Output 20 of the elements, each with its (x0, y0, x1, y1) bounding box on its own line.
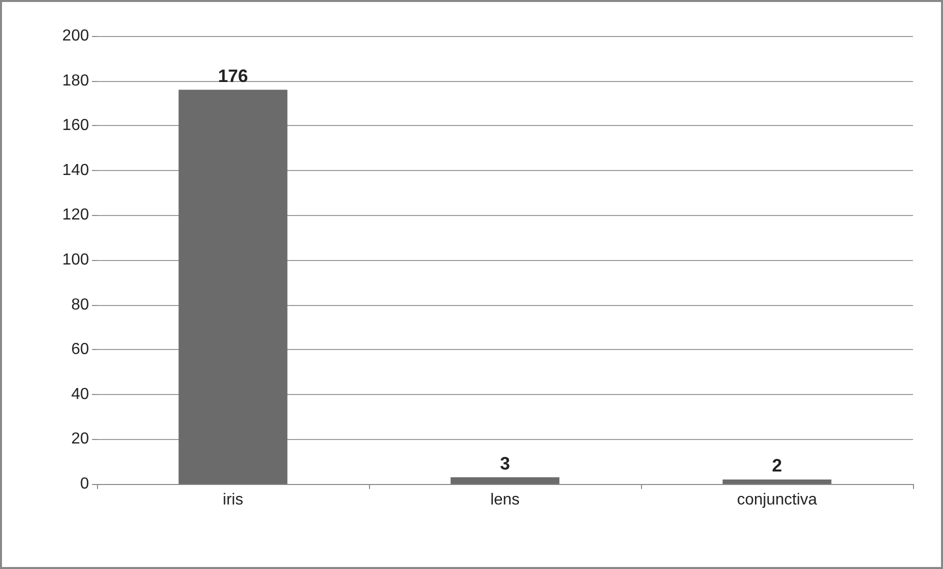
y-tick-label: 180 (62, 72, 90, 90)
y-tick-label: 80 (71, 296, 90, 314)
y-tick-label: 100 (62, 252, 90, 268)
y-tick-label: 160 (62, 117, 90, 134)
y-tick-label: 20 (71, 430, 90, 448)
x-tick-label: lens (490, 492, 520, 508)
data-label: 176 (218, 66, 248, 86)
bar (722, 480, 832, 484)
data-label: 3 (500, 453, 510, 474)
y-tick-label: 40 (71, 386, 90, 403)
y-tick-label: 60 (71, 341, 90, 358)
data-label: 2 (772, 456, 782, 476)
y-tick-label: 200 (62, 28, 90, 44)
y-tick-label: 0 (80, 476, 90, 492)
y-tick-label: 140 (62, 162, 90, 179)
bar (178, 90, 288, 484)
x-tick-label: iris (222, 492, 244, 508)
x-tick-label: conjunctiva (736, 492, 818, 508)
bar (450, 477, 560, 484)
y-tick-label: 120 (62, 206, 90, 224)
